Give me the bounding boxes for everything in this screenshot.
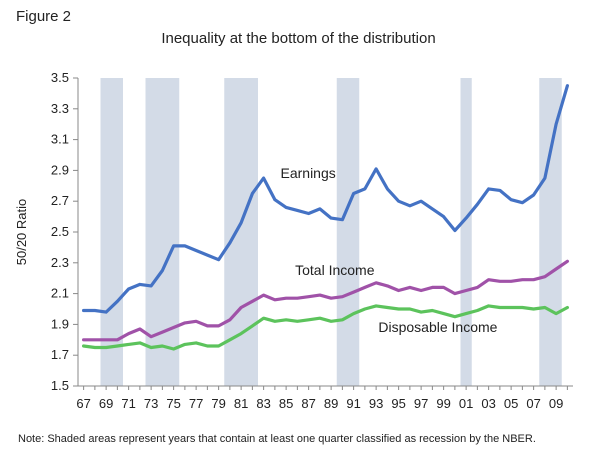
y-tick-label: 2.7 (51, 193, 69, 208)
x-tick-label: 77 (189, 396, 203, 411)
x-tick-label: 79 (211, 396, 225, 411)
x-tick-label: 85 (279, 396, 293, 411)
y-tick-label: 2.5 (51, 224, 69, 239)
x-tick-label: 97 (414, 396, 428, 411)
y-axis-title: 50/20 Ratio (14, 199, 29, 266)
axes-group: 1.5 1.7 1.9 2.1 2.3 2.5 2.7 2.9 3.1 3.3 3.5 67 69 71 7… (14, 70, 573, 411)
y-tick-label: 2.9 (51, 162, 69, 177)
series-line-disposable-income (81, 304, 570, 351)
series-line-total-income (81, 259, 570, 342)
x-tick-label: 75 (166, 396, 180, 411)
figure-label: Figure 2 (16, 8, 72, 25)
recession-band (100, 78, 123, 386)
recession-band (539, 78, 562, 386)
y-tick-label: 2.3 (51, 255, 69, 270)
x-tick-label: 01 (459, 396, 473, 411)
y-tick-label: 2.1 (51, 286, 69, 301)
series-label-total-income: Total Income (295, 262, 375, 278)
x-tick-label: 87 (301, 396, 315, 411)
x-tick-label: 09 (549, 396, 563, 411)
y-tick-label: 3.5 (51, 70, 69, 85)
x-tick-label: 93 (369, 396, 383, 411)
x-tick-label: 73 (144, 396, 158, 411)
x-tick-label: 81 (234, 396, 248, 411)
recession-band (460, 78, 472, 386)
series-line-earnings (81, 84, 570, 314)
x-tick-label: 05 (504, 396, 518, 411)
x-tick-label: 95 (391, 396, 405, 411)
chart-note: Note: Shaded areas represent years that … (18, 433, 536, 445)
y-tick-label: 1.9 (51, 316, 69, 331)
y-tick-label: 3.1 (51, 132, 69, 147)
x-tick-label: 99 (436, 396, 450, 411)
x-tick-label: 69 (99, 396, 113, 411)
x-tick-label: 89 (324, 396, 338, 411)
recession-band (145, 78, 180, 386)
x-tick-label: 03 (481, 396, 495, 411)
x-tick-label: 83 (256, 396, 270, 411)
recession-band (336, 78, 360, 386)
series-label-disposable-income: Disposable Income (378, 319, 497, 335)
y-tick-label: 3.3 (51, 101, 69, 116)
x-tick-label: 67 (76, 396, 90, 411)
recession-shading-group (100, 78, 562, 386)
x-tick-label: 91 (346, 396, 360, 411)
series-label-earnings: Earnings (281, 165, 336, 181)
y-tick-label: 1.5 (51, 378, 69, 393)
series-labels-group: Earnings Total Income Disposable Income (281, 165, 498, 335)
series-group (81, 84, 570, 351)
y-tick-label: 1.7 (51, 347, 69, 362)
x-tick-label: 07 (526, 396, 540, 411)
chart-title: Inequality at the bottom of the distribu… (161, 30, 436, 47)
x-tick-label: 71 (121, 396, 135, 411)
